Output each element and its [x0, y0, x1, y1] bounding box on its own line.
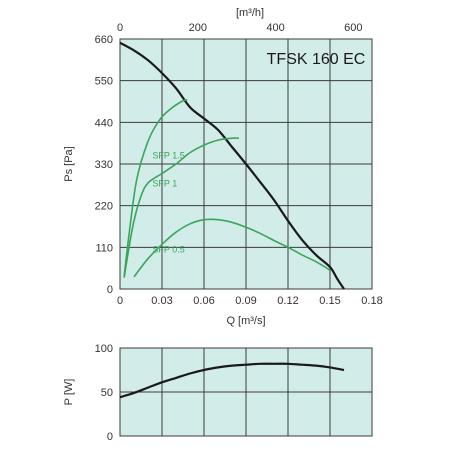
- pressure-grid: [120, 39, 372, 289]
- y-tick-label: 220: [95, 201, 113, 213]
- x-tick-label: 0.15: [319, 295, 340, 307]
- sfp-curve: [133, 218, 331, 278]
- pressure-curve: [119, 41, 345, 290]
- pressure-y-tick-labels: 0 110 220 330 440 550 660: [95, 34, 113, 296]
- sfp-labels: SFP 1.5 SFP 1 SFP 0.5: [152, 150, 184, 254]
- y-tick-label: 0: [107, 284, 113, 296]
- y-tick-label: 550: [95, 76, 113, 88]
- x2-tick-label: 0: [117, 22, 123, 34]
- y-tick-label: 0: [107, 431, 113, 443]
- y-tick-label: 100: [95, 343, 113, 355]
- x-tick-label: 0.03: [151, 295, 172, 307]
- power-grid: [120, 348, 372, 436]
- x2-tick-label: 600: [344, 22, 362, 34]
- pressure-panel: 0 110 220 330 440 550 660 0 0.03 0.06 0.09 0.12 0.1…: [63, 7, 383, 327]
- sfp-label: SFP 0.5: [152, 244, 184, 254]
- x-tick-label: 0: [117, 295, 123, 307]
- flow-m3h-tick-labels: 0 200 400 600: [117, 22, 363, 34]
- pressure-y-axis-title: Ps [Pa]: [63, 146, 75, 181]
- x-tick-label: 0.09: [235, 295, 256, 307]
- power-curve: [119, 362, 345, 399]
- flow-m3h-axis-title: [m³/h]: [236, 7, 264, 19]
- sfp-label: SFP 1: [152, 178, 177, 188]
- power-panel: 0 50 100 P [W]: [63, 343, 373, 443]
- y-tick-label: 440: [95, 117, 113, 129]
- pressure-x-tick-labels: 0 0.03 0.06 0.09 0.12 0.15 0.18: [117, 295, 383, 307]
- x-tick-label: 0.12: [277, 295, 298, 307]
- x2-tick-label: 400: [266, 22, 284, 34]
- y-tick-label: 330: [95, 159, 113, 171]
- sfp-label: SFP 1.5: [152, 150, 184, 160]
- y-tick-label: 660: [95, 34, 113, 46]
- x-tick-label: 0.18: [361, 295, 382, 307]
- pressure-curves: [119, 41, 345, 290]
- flow-x-axis-title: Q [m³/s]: [226, 315, 265, 327]
- power-y-axis-title: P [W]: [63, 379, 75, 406]
- sfp-curve: [123, 137, 240, 278]
- y-tick-label: 50: [101, 387, 113, 399]
- power-y-tick-labels: 0 50 100: [95, 343, 113, 443]
- sfp-curve: [123, 98, 188, 276]
- y-tick-label: 110: [95, 242, 113, 254]
- x-tick-label: 0.06: [193, 295, 214, 307]
- model-title: TFSK 160 EC: [267, 51, 366, 68]
- power-curves: [119, 362, 345, 399]
- x2-tick-label: 200: [189, 22, 207, 34]
